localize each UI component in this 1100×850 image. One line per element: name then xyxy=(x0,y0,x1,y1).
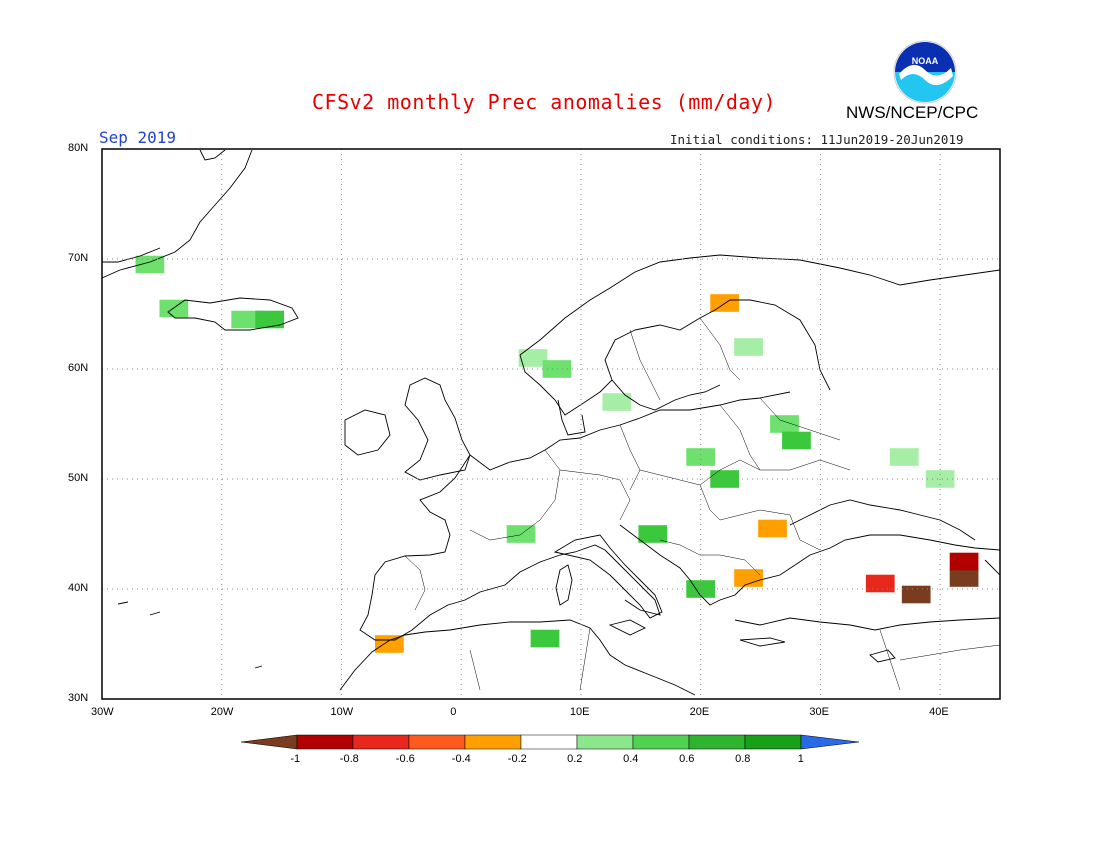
anomaly-cell xyxy=(782,431,811,450)
anomaly-cell xyxy=(135,255,165,274)
grid-lines xyxy=(102,149,1000,699)
colorbar-tick-label: 0.4 xyxy=(623,753,639,765)
colorbar-tick-label: -0.4 xyxy=(451,753,471,765)
anomaly-cell xyxy=(710,294,739,312)
anomaly-cell xyxy=(159,299,189,318)
longitude-label: 20W xyxy=(210,706,234,718)
latitude-label: 60N xyxy=(68,362,89,374)
anomaly-cell xyxy=(518,349,548,367)
map-frame xyxy=(101,148,1001,700)
anomaly-cell xyxy=(602,393,632,411)
colorbar-tick-label: 0.2 xyxy=(567,753,583,765)
map-title: CFSv2 monthly Prec anomalies (mm/day) xyxy=(312,90,777,114)
anomaly-cell xyxy=(865,574,895,593)
agency-label: NWS/NCEP/CPC xyxy=(846,103,979,122)
anomaly-cell xyxy=(542,360,572,378)
colorbar xyxy=(240,734,860,750)
longitude-label: 10E xyxy=(569,706,590,718)
latitude-label: 40N xyxy=(68,582,89,594)
colorbar-segment xyxy=(576,734,634,750)
colorbar-tick-label: -0.6 xyxy=(395,753,415,765)
colorbar-tick-label: 0.6 xyxy=(679,753,695,765)
colorbar-tick-label: -0.2 xyxy=(507,753,527,765)
latitude-label: 30N xyxy=(68,692,89,704)
longitude-label: 30W xyxy=(91,706,114,718)
colorbar-tick-label: -1 xyxy=(290,753,301,765)
latitude-label: 50N xyxy=(68,472,89,484)
longitude-label: 40E xyxy=(929,706,949,718)
colorbar-tick-label: 1 xyxy=(797,753,804,765)
longitude-label: 30E xyxy=(809,706,829,718)
colorbar-segment xyxy=(296,734,354,750)
map-background xyxy=(102,149,1000,699)
longitude-label: 20E xyxy=(689,706,710,718)
colorbar-tick-label: 0.8 xyxy=(735,753,751,765)
anomaly-cell xyxy=(638,525,668,543)
anomaly-cell xyxy=(901,585,931,604)
svg-text:NOAA: NOAA xyxy=(912,56,939,66)
latitude-label: 80N xyxy=(68,142,89,154)
colorbar-segment xyxy=(744,734,802,750)
colorbar-segment xyxy=(520,734,578,750)
initial-conditions: Initial conditions: 11Jun2019-20Jun2019 xyxy=(670,132,964,147)
anomaly-cell xyxy=(770,415,799,433)
anomaly-cell xyxy=(889,448,919,466)
latitude-label: 70N xyxy=(68,252,89,264)
forecast-month: Sep 2019 xyxy=(99,128,177,147)
colorbar-segment xyxy=(464,734,522,750)
colorbar-tick-label: -0.8 xyxy=(339,753,359,765)
colorbar-segment xyxy=(408,734,466,750)
longitude-label: 10W xyxy=(330,706,354,718)
colorbar-low-arrow xyxy=(240,734,298,750)
anomaly-cell xyxy=(734,338,763,356)
noaa-logo-icon: NOAA xyxy=(893,40,957,104)
anomaly-cell xyxy=(255,310,284,329)
anomaly-cell xyxy=(530,629,560,648)
anomaly-cells xyxy=(135,255,979,653)
anomaly-cell xyxy=(758,519,787,538)
anomaly-cell xyxy=(949,552,979,571)
colorbar-segment xyxy=(688,734,746,750)
colorbar-high-arrow xyxy=(800,734,860,750)
colorbar-segment xyxy=(632,734,690,750)
anomaly-cell xyxy=(949,569,979,587)
anomaly-cell xyxy=(231,310,261,329)
coastlines xyxy=(102,149,1000,696)
anomaly-cell xyxy=(686,448,716,466)
anomaly-cell xyxy=(710,470,739,488)
colorbar-segment xyxy=(352,734,410,750)
longitude-label: 0 xyxy=(450,706,457,718)
anomaly-cell xyxy=(734,569,763,587)
